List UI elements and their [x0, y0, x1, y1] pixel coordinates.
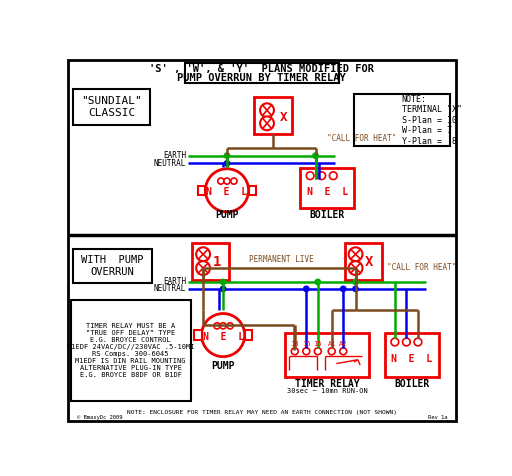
Circle shape	[205, 169, 248, 212]
Bar	[194, 330, 202, 340]
Circle shape	[353, 286, 358, 292]
Text: WITH  PUMP
OVERRUN: WITH PUMP OVERRUN	[81, 255, 143, 277]
Circle shape	[314, 348, 322, 355]
Text: N  E  L: N E L	[391, 354, 432, 364]
Text: N  E  L: N E L	[206, 187, 247, 197]
Circle shape	[224, 153, 230, 159]
Bar	[345, 243, 382, 280]
Bar	[385, 333, 439, 377]
Bar	[73, 89, 150, 125]
Bar	[248, 186, 256, 195]
Text: "CALL FOR HEAT": "CALL FOR HEAT"	[387, 263, 457, 272]
Text: PUMP OVERRUN BY TIMER RELAY: PUMP OVERRUN BY TIMER RELAY	[177, 73, 346, 83]
Text: A2: A2	[339, 340, 348, 347]
Text: "CALL FOR HEAT": "CALL FOR HEAT"	[327, 134, 396, 143]
Text: PUMP: PUMP	[215, 210, 239, 220]
Text: X: X	[365, 255, 374, 269]
Text: PUMP: PUMP	[211, 361, 235, 371]
Text: Rev 1a: Rev 1a	[429, 415, 448, 420]
Text: A1: A1	[328, 340, 336, 347]
Bar	[354, 94, 450, 147]
Bar	[193, 243, 229, 280]
Text: X: X	[280, 111, 287, 124]
Circle shape	[329, 172, 337, 179]
Circle shape	[231, 178, 237, 184]
Bar	[72, 300, 191, 400]
Circle shape	[328, 348, 335, 355]
Bar	[245, 330, 252, 340]
Circle shape	[391, 338, 399, 346]
Text: EARTH: EARTH	[163, 151, 186, 160]
Circle shape	[260, 103, 274, 117]
Text: BOILER: BOILER	[394, 379, 430, 389]
Text: 1: 1	[213, 255, 221, 269]
Circle shape	[340, 286, 346, 292]
Text: NOTE:
TERMINAL "X"
S-Plan = 10
W-Plan = 7
Y-Plan =  8: NOTE: TERMINAL "X" S-Plan = 10 W-Plan = …	[402, 95, 462, 146]
Text: 'S' , 'W', & 'Y'  PLANS MODIFIED FOR: 'S' , 'W', & 'Y' PLANS MODIFIED FOR	[149, 64, 374, 74]
Circle shape	[218, 178, 224, 184]
Text: N  E  L: N E L	[307, 187, 348, 197]
Circle shape	[227, 323, 233, 329]
Circle shape	[291, 348, 298, 355]
Text: NOTE: ENCLOSURE FOR TIMER RELAY MAY NEED AN EARTH CONNECTION (NOT SHOWN): NOTE: ENCLOSURE FOR TIMER RELAY MAY NEED…	[126, 410, 397, 416]
Text: 15: 15	[313, 340, 322, 347]
Text: NEUTRAL: NEUTRAL	[154, 159, 186, 168]
Text: NEUTRAL: NEUTRAL	[154, 284, 186, 293]
Circle shape	[402, 338, 410, 346]
Bar	[73, 249, 152, 283]
Text: EARTH: EARTH	[163, 278, 186, 287]
Circle shape	[260, 117, 274, 130]
Circle shape	[221, 286, 226, 292]
Circle shape	[349, 261, 362, 275]
Text: PERMANENT LIVE: PERMANENT LIVE	[248, 255, 313, 264]
Bar	[285, 333, 370, 377]
Circle shape	[313, 153, 318, 159]
Circle shape	[224, 161, 230, 166]
Circle shape	[224, 178, 230, 184]
Text: 18: 18	[290, 340, 299, 347]
Text: "SUNDIAL"
CLASSIC: "SUNDIAL" CLASSIC	[81, 96, 142, 118]
Circle shape	[318, 172, 326, 179]
Circle shape	[221, 279, 226, 285]
Bar	[254, 97, 292, 134]
Circle shape	[306, 172, 314, 179]
Circle shape	[220, 323, 226, 329]
Text: BOILER: BOILER	[309, 210, 345, 220]
Circle shape	[414, 338, 422, 346]
Bar	[185, 63, 338, 82]
Circle shape	[304, 286, 309, 292]
Text: TIMER RELAY: TIMER RELAY	[295, 378, 359, 388]
Text: 30sec ~ 10mn RUN-ON: 30sec ~ 10mn RUN-ON	[287, 388, 368, 394]
Circle shape	[340, 348, 347, 355]
Text: TIMER RELAY MUST BE A
"TRUE OFF DELAY" TYPE
E.G. BROYCE CONTROL
M1EDF 24VAC/DC//: TIMER RELAY MUST BE A "TRUE OFF DELAY" T…	[67, 323, 195, 378]
Circle shape	[349, 248, 362, 261]
Circle shape	[214, 323, 220, 329]
Circle shape	[196, 248, 210, 261]
Text: 16: 16	[302, 340, 311, 347]
Bar	[198, 186, 205, 195]
Circle shape	[196, 261, 210, 275]
Text: © BmasyDc 2009: © BmasyDc 2009	[77, 415, 122, 420]
Circle shape	[315, 279, 321, 285]
Bar	[300, 168, 354, 208]
Circle shape	[353, 279, 358, 285]
Text: N  E  L: N E L	[203, 332, 244, 342]
Circle shape	[202, 314, 245, 357]
Circle shape	[303, 348, 310, 355]
